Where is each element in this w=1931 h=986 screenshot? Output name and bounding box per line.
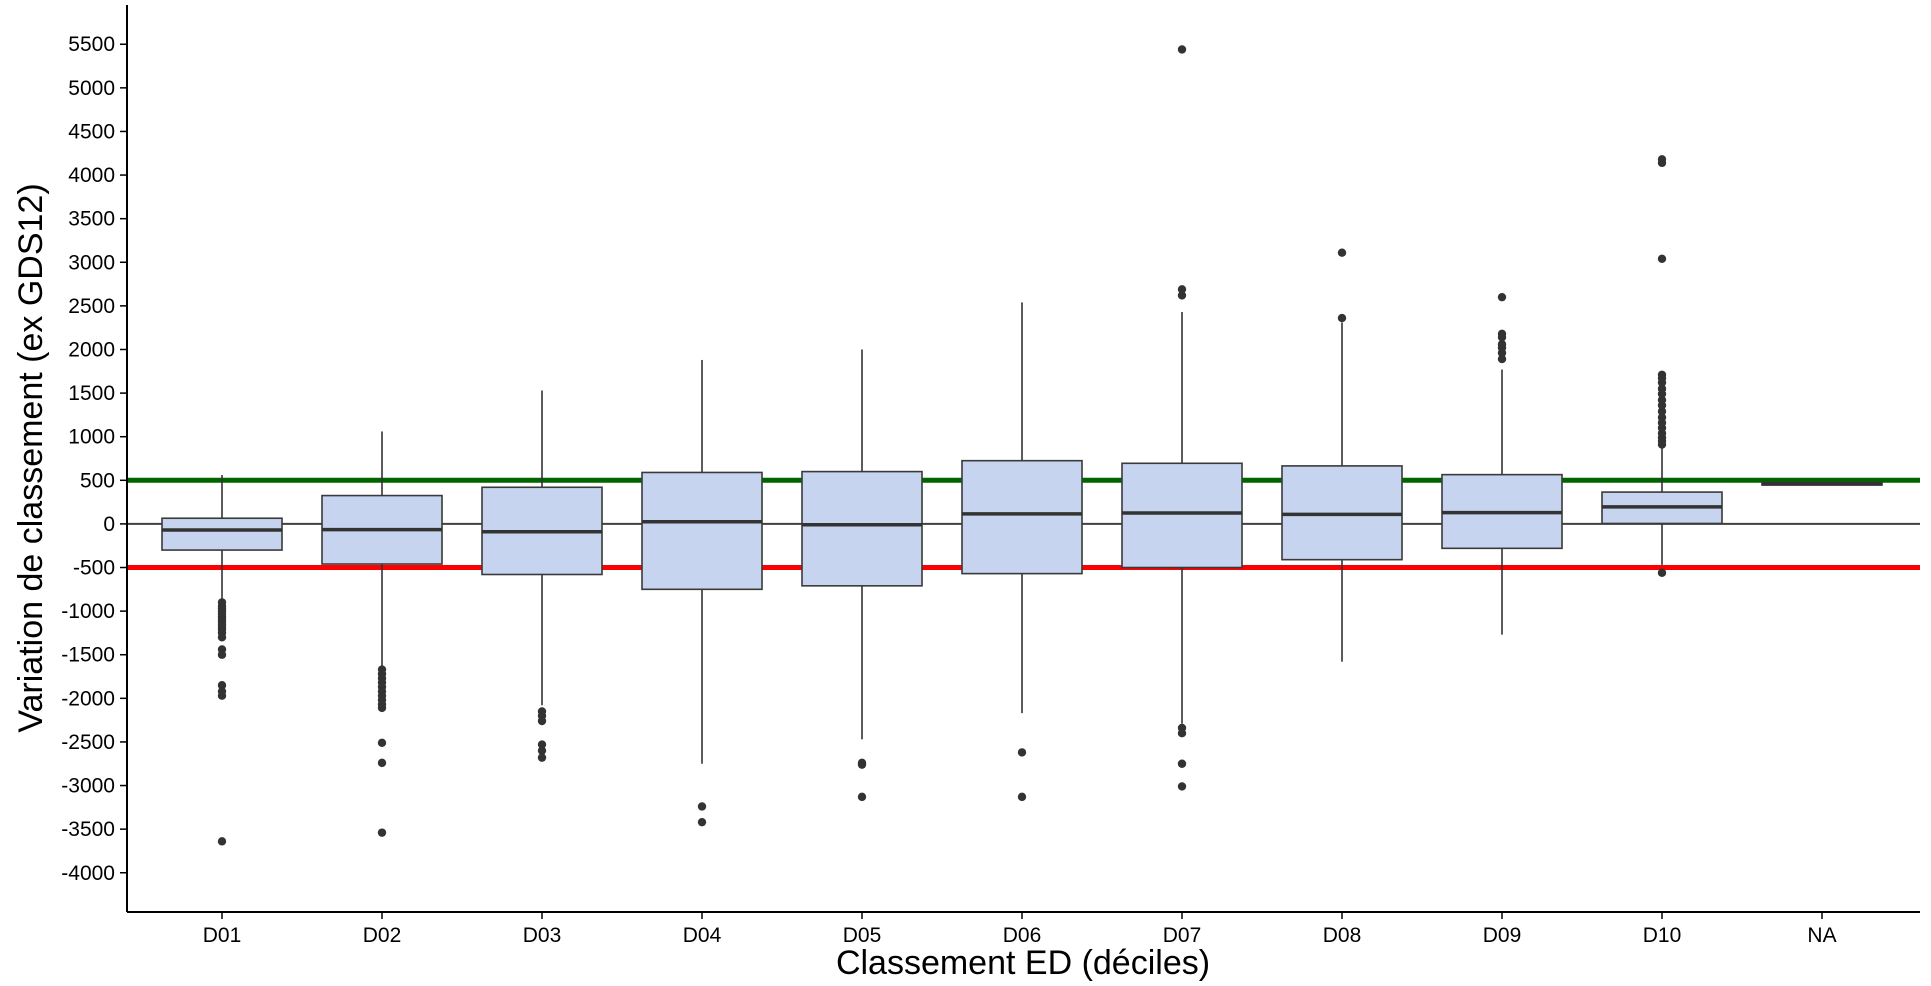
axes (126, 5, 1920, 913)
outlier-point (1177, 45, 1187, 54)
box-iqr (801, 470, 923, 587)
outlier-point (697, 817, 707, 827)
outlier-point (537, 716, 547, 726)
outlier-point (1657, 384, 1667, 393)
y-tick-label: 5500 (68, 33, 115, 56)
outlier-point (1017, 792, 1027, 802)
x-tick-label: D04 (683, 924, 722, 947)
outlier-point (217, 650, 227, 659)
y-tick-label: -500 (73, 557, 115, 580)
y-tick-label: 1500 (68, 382, 115, 405)
y-tick-label: 2000 (68, 338, 115, 361)
boxplot-d03 (481, 390, 603, 762)
y-tick-label: -4000 (61, 862, 115, 885)
x-tick-label: D08 (1323, 924, 1362, 947)
outlier-point (217, 691, 227, 700)
outlier-point (537, 740, 547, 749)
box-iqr (641, 471, 763, 591)
outlier-point (217, 837, 227, 846)
box-iqr (161, 517, 283, 551)
outlier-point (1177, 291, 1187, 300)
boxplot-d01 (161, 475, 283, 846)
outlier-point (857, 792, 867, 802)
x-axis-ticks: D01 D02 D03 D04 D05 D06 D07 D08 D09 D10 NA (203, 912, 1837, 947)
outlier-point (697, 802, 707, 811)
outlier-point (1657, 155, 1667, 164)
y-tick-label: -1500 (61, 644, 115, 667)
y-tick-label: -3500 (61, 818, 115, 841)
y-tick-label: 0 (103, 513, 115, 536)
box-iqr (1121, 462, 1243, 569)
outlier-point (217, 633, 227, 642)
outlier-point (377, 758, 387, 768)
y-axis-ticks: -4000 -3500 -3000 -2500 -2000 -1500 -1000 -500 0… (61, 33, 127, 885)
y-tick-label: 1000 (68, 426, 115, 449)
outlier-point (1497, 340, 1507, 349)
x-tick-label: D01 (203, 924, 242, 947)
outlier-point (1657, 254, 1667, 263)
outlier-point (377, 703, 387, 713)
x-axis-title: Classement ED (déciles) (836, 944, 1210, 981)
y-tick-label: -2000 (61, 687, 115, 710)
y-tick-label: -1000 (61, 600, 115, 623)
boxplots (161, 45, 1883, 846)
outlier-point (1657, 413, 1667, 422)
boxplot-d09 (1441, 292, 1563, 635)
x-tick-label: D07 (1163, 924, 1202, 947)
x-tick-label: D09 (1483, 924, 1522, 947)
outlier-point (1657, 568, 1667, 577)
y-axis-title: Variation de classement (ex GDS12) (12, 183, 50, 732)
outlier-point (537, 746, 547, 755)
y-tick-label: -2500 (61, 731, 115, 754)
y-tick-label: 5000 (68, 77, 115, 100)
boxplot-d04 (641, 359, 763, 827)
outlier-point (1177, 729, 1187, 738)
outlier-point (377, 828, 387, 837)
boxplot-d07 (1121, 45, 1243, 791)
outlier-point (1657, 395, 1667, 405)
y-tick-label: 2500 (68, 295, 115, 318)
x-tick-label: D02 (363, 924, 402, 947)
outlier-point (1177, 782, 1187, 791)
outlier-point (1337, 248, 1347, 257)
y-tick-label: 4000 (68, 164, 115, 187)
outlier-point (1177, 285, 1187, 294)
boxplot-d06 (961, 302, 1083, 802)
x-tick-label: D06 (1003, 924, 1042, 947)
y-tick-label: 500 (80, 469, 115, 492)
outlier-point (1497, 292, 1507, 302)
outlier-point (1177, 759, 1187, 768)
outlier-point (537, 753, 547, 762)
outlier-point (1657, 407, 1667, 416)
y-tick-label: 3500 (68, 208, 115, 231)
outlier-point (1657, 370, 1667, 379)
outlier-point (1337, 313, 1347, 323)
boxplot-d08 (1281, 248, 1403, 662)
y-tick-label: 4500 (68, 120, 115, 143)
y-tick-label: -3000 (61, 775, 115, 798)
outlier-point (217, 681, 227, 690)
x-tick-label: D05 (843, 924, 882, 947)
outlier-point (1497, 354, 1507, 364)
boxplot-d02 (321, 431, 443, 837)
y-tick-label: 3000 (68, 251, 115, 274)
outlier-point (377, 738, 387, 748)
boxplot-na (1761, 481, 1883, 486)
box-iqr (961, 459, 1083, 575)
boxplot-d10 (1601, 155, 1723, 577)
x-tick-label: D10 (1643, 924, 1682, 947)
outlier-point (1497, 329, 1507, 338)
boxplot-d05 (801, 349, 923, 802)
outlier-point (1017, 748, 1027, 757)
outlier-point (857, 760, 867, 769)
x-tick-label: D03 (523, 924, 562, 947)
x-tick-label: NA (1807, 924, 1836, 947)
